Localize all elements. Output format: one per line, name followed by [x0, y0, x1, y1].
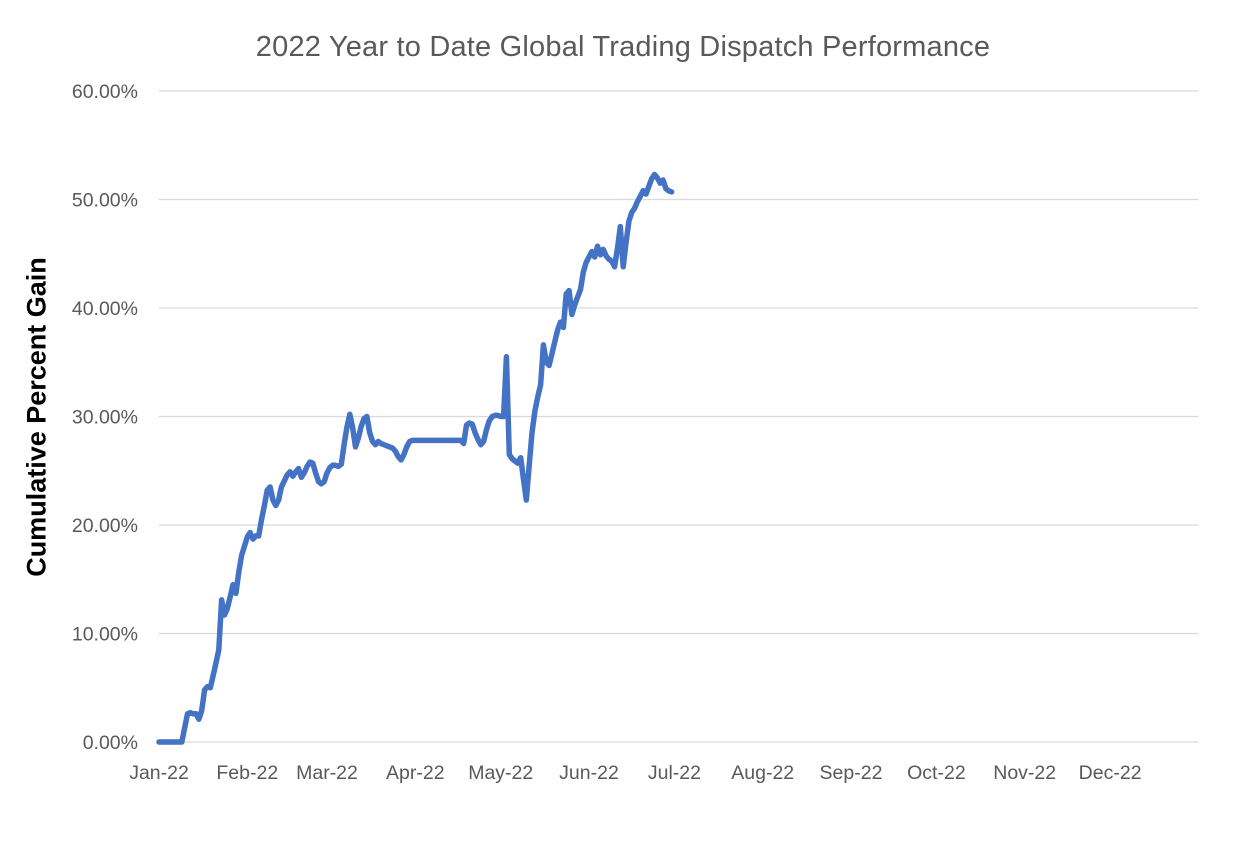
y-tick-label-10: 10.00%: [72, 624, 138, 646]
y-tick-label-50: 50.00%: [72, 190, 138, 212]
y-tick-label-0: 0.00%: [83, 732, 138, 754]
x-tick-label-Mar-22: Mar-22: [296, 762, 358, 784]
x-tick-label-Jul-22: Jul-22: [648, 762, 701, 784]
x-tick-label-Feb-22: Feb-22: [216, 762, 278, 784]
y-tick-label-30: 30.00%: [72, 407, 138, 429]
x-tick-label-Oct-22: Oct-22: [907, 762, 966, 784]
x-tick-label-Jun-22: Jun-22: [559, 762, 619, 784]
x-tick-label-Dec-22: Dec-22: [1079, 762, 1142, 784]
x-tick-label-Nov-22: Nov-22: [993, 762, 1056, 784]
x-tick-label-Jan-22: Jan-22: [129, 762, 189, 784]
y-tick-label-20: 20.00%: [72, 515, 138, 537]
chart-title: 2022 Year to Date Global Trading Dispatc…: [255, 31, 991, 63]
x-tick-label-Apr-22: Apr-22: [386, 762, 445, 784]
x-tick-label-Aug-22: Aug-22: [731, 762, 794, 784]
x-tick-label-May-22: May-22: [468, 762, 533, 784]
x-tick-label-Sep-22: Sep-22: [820, 762, 883, 784]
series-line-cumulative-percent-gain: [156, 171, 675, 745]
y-tick-label-40: 40.00%: [72, 298, 138, 320]
y-tick-label-60: 60.00%: [72, 81, 138, 103]
